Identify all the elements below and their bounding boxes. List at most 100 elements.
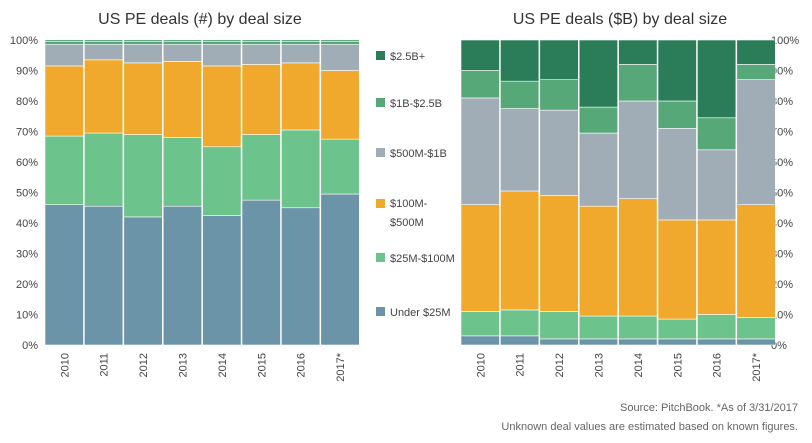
y-tick-label: 10% bbox=[16, 310, 38, 322]
bar-segment bbox=[657, 219, 697, 320]
legend-label: $500M bbox=[390, 217, 424, 229]
y-tick-label: 10% bbox=[771, 310, 793, 322]
bar-segment bbox=[44, 65, 84, 137]
bar-segment bbox=[578, 132, 619, 207]
x-tick-label: 2016 bbox=[712, 353, 724, 377]
bar-segment bbox=[578, 205, 619, 317]
bar-segment bbox=[320, 193, 360, 346]
x-tick-label: 2015 bbox=[672, 353, 684, 377]
bar-segment bbox=[162, 44, 202, 62]
x-tick-label: 2014 bbox=[217, 353, 229, 377]
bar-segment bbox=[697, 219, 737, 315]
bar-segment bbox=[320, 138, 360, 195]
bar-segment bbox=[618, 39, 658, 65]
bar-segment bbox=[697, 39, 737, 119]
x-tick-label: 2010 bbox=[59, 353, 71, 377]
footnote-source: Source: PitchBook. *As of 3/31/2017 bbox=[620, 402, 798, 414]
bar-segment bbox=[657, 39, 697, 102]
bar-segment bbox=[241, 39, 281, 42]
x-tick-label: 2013 bbox=[593, 353, 605, 377]
bar-segment bbox=[84, 205, 124, 346]
x-tick-label: 2017* bbox=[335, 352, 347, 381]
bar-segment bbox=[123, 44, 163, 64]
bar-segment bbox=[202, 215, 242, 346]
bar-segment bbox=[44, 44, 84, 67]
bar-segment bbox=[657, 128, 697, 221]
bar-segment bbox=[281, 207, 321, 346]
legend: $2.5B+ $1B-$2.5B $500M-$1B $100M- $500M $25M-… bbox=[376, 51, 455, 319]
y-tick-label: 70% bbox=[771, 127, 793, 139]
bar-segment bbox=[241, 134, 281, 201]
bar-segment bbox=[539, 195, 579, 312]
y-tick-label: 60% bbox=[771, 157, 793, 169]
bar-segment bbox=[736, 204, 776, 318]
x-tick-label: 2016 bbox=[296, 353, 308, 377]
y-tick-label: 80% bbox=[771, 96, 793, 108]
bar-segment bbox=[618, 338, 658, 346]
y-tick-label: 90% bbox=[16, 66, 38, 78]
bar-segment bbox=[736, 39, 776, 65]
bar-segment bbox=[697, 149, 737, 221]
bar-segment bbox=[84, 44, 124, 61]
bar-segment bbox=[281, 39, 321, 42]
legend-label: $500M-$1B bbox=[390, 148, 447, 160]
bar-segment bbox=[736, 338, 776, 346]
chart-title: US PE deals (#) by deal size bbox=[98, 11, 302, 28]
bar-segment bbox=[162, 61, 202, 138]
footnote-note: Unknown deal values are estimated based … bbox=[501, 421, 798, 433]
bar-segment bbox=[281, 44, 321, 64]
bar-segment bbox=[657, 338, 697, 346]
legend-label: Under $25M bbox=[390, 307, 451, 319]
bar-segment bbox=[320, 39, 360, 42]
bar-segment bbox=[618, 315, 658, 340]
legend-label: $2.5B+ bbox=[390, 51, 425, 63]
bar-segment bbox=[460, 335, 500, 346]
bar-segment bbox=[657, 318, 697, 340]
bar-segment bbox=[500, 309, 540, 337]
bar-segment bbox=[736, 79, 776, 206]
legend-swatch bbox=[376, 253, 385, 262]
y-tick-label: 100% bbox=[10, 35, 38, 47]
bar-segment bbox=[460, 97, 500, 205]
bar-segment bbox=[84, 39, 124, 42]
bar-segment bbox=[578, 106, 619, 134]
bar-segment bbox=[460, 39, 500, 71]
y-tick-label: 70% bbox=[16, 127, 38, 139]
bar-segment bbox=[44, 204, 84, 346]
legend-label: $100M- bbox=[390, 198, 428, 210]
bar-segment bbox=[736, 317, 776, 340]
bar-segment bbox=[44, 41, 84, 45]
bar-segment bbox=[618, 64, 658, 102]
chart-deal-value: US PE deals ($B) by deal size0%10%20%30%… bbox=[460, 11, 799, 382]
bar-segment bbox=[618, 198, 658, 317]
chart-title: US PE deals ($B) by deal size bbox=[513, 11, 727, 28]
x-tick-label: 2010 bbox=[475, 353, 487, 377]
bar-segment bbox=[320, 44, 360, 71]
bar-segment bbox=[162, 41, 202, 45]
y-tick-label: 0% bbox=[22, 340, 38, 352]
bar-segment bbox=[202, 146, 242, 216]
bar-segment bbox=[539, 338, 579, 346]
bar-segment bbox=[618, 100, 658, 199]
x-tick-label: 2011 bbox=[99, 353, 111, 377]
bar-segment bbox=[241, 44, 281, 65]
bar-segment bbox=[697, 314, 737, 340]
bar-segment bbox=[281, 129, 321, 209]
legend-swatch bbox=[376, 199, 385, 208]
bar-segment bbox=[241, 199, 281, 346]
bar-segment bbox=[320, 41, 360, 45]
x-tick-label: 2014 bbox=[633, 353, 645, 377]
y-tick-label: 50% bbox=[16, 188, 38, 200]
bar-segment bbox=[241, 64, 281, 135]
bar-segment bbox=[500, 108, 540, 192]
x-tick-label: 2013 bbox=[177, 353, 189, 377]
bar-segment bbox=[84, 41, 124, 45]
bar-segment bbox=[460, 311, 500, 337]
bar-segment bbox=[578, 315, 619, 340]
y-tick-label: 20% bbox=[771, 279, 793, 291]
x-tick-label: 2012 bbox=[138, 353, 150, 377]
bar-segment bbox=[44, 39, 84, 42]
bar-segment bbox=[500, 335, 540, 346]
bar-segment bbox=[539, 79, 579, 111]
